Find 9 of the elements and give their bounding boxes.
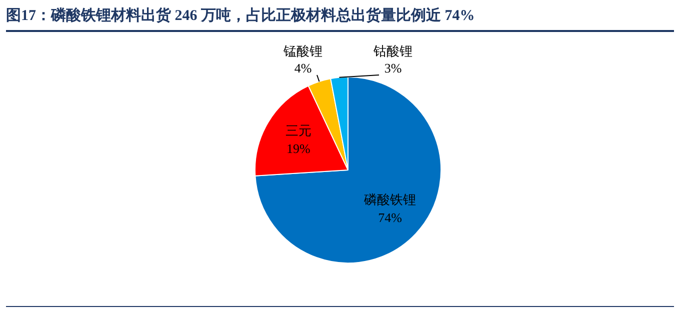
data-label: 74%	[378, 210, 402, 225]
slice-label: 锰酸锂	[282, 43, 322, 58]
slice-label: 钴酸锂	[372, 43, 412, 58]
chart-title: 图17：磷酸铁锂材料出货 246 万吨，占比正极材料总出货量比例近 74%	[6, 6, 475, 25]
slice-label: 三元	[285, 123, 312, 138]
data-label: 19%	[286, 141, 310, 156]
slice-label: 磷酸铁锂	[363, 192, 416, 207]
data-label: 4%	[294, 60, 312, 76]
data-label: 3%	[384, 60, 402, 76]
